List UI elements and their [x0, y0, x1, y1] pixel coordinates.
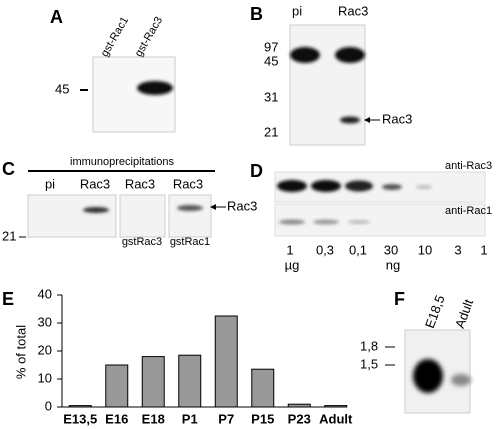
lane-label: Rac3: [80, 176, 110, 191]
x-tick-label: Adult: [319, 411, 353, 426]
panel-label: C: [2, 159, 15, 179]
x-tick-label: E18: [142, 411, 165, 426]
amount: 0,3: [316, 242, 334, 257]
y-tick-label: 0: [45, 398, 52, 413]
x-tick-label: E16: [105, 411, 128, 426]
band: [413, 359, 443, 393]
blot: [119, 194, 166, 238]
blot: [27, 194, 117, 238]
band: [83, 207, 109, 213]
lane-label: pi: [45, 176, 55, 191]
antibody-label: anti-Rac1: [445, 205, 492, 217]
amount: 0,1: [349, 242, 367, 257]
band: [290, 47, 320, 63]
band: [382, 184, 402, 190]
lane-label: gst-Rac3: [133, 15, 165, 59]
arrow-head: [210, 204, 216, 210]
bar: [214, 315, 238, 408]
blot: [168, 194, 212, 238]
marker-label: 1,5: [360, 356, 378, 371]
lane-label: E18,5: [422, 293, 448, 330]
lane-label: Rac3: [338, 3, 368, 18]
bar: [178, 354, 202, 408]
band: [451, 374, 471, 386]
band: [311, 180, 341, 192]
lane-label: Adult: [452, 297, 476, 330]
y-tick-label: 40: [38, 286, 52, 301]
unit: µg: [285, 257, 300, 272]
band: [277, 180, 307, 192]
x-tick-label: P7: [218, 411, 234, 426]
band: [416, 185, 432, 189]
panel-label: D: [250, 161, 263, 181]
blot: [274, 171, 486, 203]
blot: [92, 56, 176, 133]
competitor-label: gstRac1: [170, 236, 210, 248]
amount: 1: [480, 242, 487, 257]
antibody-label: anti-Rac3: [445, 160, 492, 172]
bar: [141, 356, 165, 408]
x-tick-label: E13,5: [63, 411, 97, 426]
blot: [274, 203, 486, 237]
bar: [287, 403, 311, 408]
lane-label: Rac3: [173, 176, 203, 191]
marker-label: 97: [264, 39, 278, 54]
panel-label: E: [2, 289, 14, 309]
lane-label: pi: [292, 3, 302, 18]
bar: [105, 364, 129, 408]
band: [137, 81, 173, 95]
bar-chart: 0 10 20 30 40 E13,5 E16 E18 P1 P7 P15 P23 Adult: [38, 286, 353, 426]
marker-label: 21: [2, 228, 16, 243]
marker-label: 1,8: [360, 338, 378, 353]
lane-label: gst-Rac1: [99, 15, 131, 59]
arrow-label: Rac3: [382, 111, 412, 126]
amount: 3: [454, 242, 461, 257]
band: [177, 205, 203, 211]
panel-label: B: [250, 4, 263, 24]
blot: [289, 24, 366, 146]
x-tick-label: P1: [182, 411, 198, 426]
amount: 10: [418, 242, 432, 257]
bar: [324, 405, 348, 408]
competitor-label: gstRac3: [122, 236, 162, 248]
unit: ng: [386, 257, 400, 272]
band: [335, 47, 365, 63]
arrow-label: Rac3: [227, 198, 257, 213]
band: [313, 219, 339, 225]
marker-label: 45: [55, 81, 69, 96]
panel-label: A: [50, 7, 63, 27]
panel-label: F: [394, 289, 405, 309]
band: [348, 220, 370, 224]
marker-label: 31: [264, 89, 278, 104]
bar: [251, 368, 275, 408]
y-tick-label: 10: [38, 370, 52, 385]
band: [279, 219, 305, 225]
amount: 30: [384, 242, 398, 257]
bar: [68, 405, 92, 408]
arrow-head: [364, 117, 370, 123]
y-axis-label: % of total: [13, 325, 28, 379]
marker-label: 21: [264, 124, 278, 139]
marker-label: 45: [264, 53, 278, 68]
x-tick-label: P23: [288, 411, 311, 426]
amount: 1: [286, 242, 293, 257]
header: immunoprecipitations: [70, 156, 174, 168]
band: [345, 180, 373, 192]
band: [340, 116, 360, 124]
y-tick-label: 20: [38, 342, 52, 357]
y-tick-label: 30: [38, 314, 52, 329]
lane-label: Rac3: [125, 176, 155, 191]
x-tick-label: P15: [251, 411, 274, 426]
